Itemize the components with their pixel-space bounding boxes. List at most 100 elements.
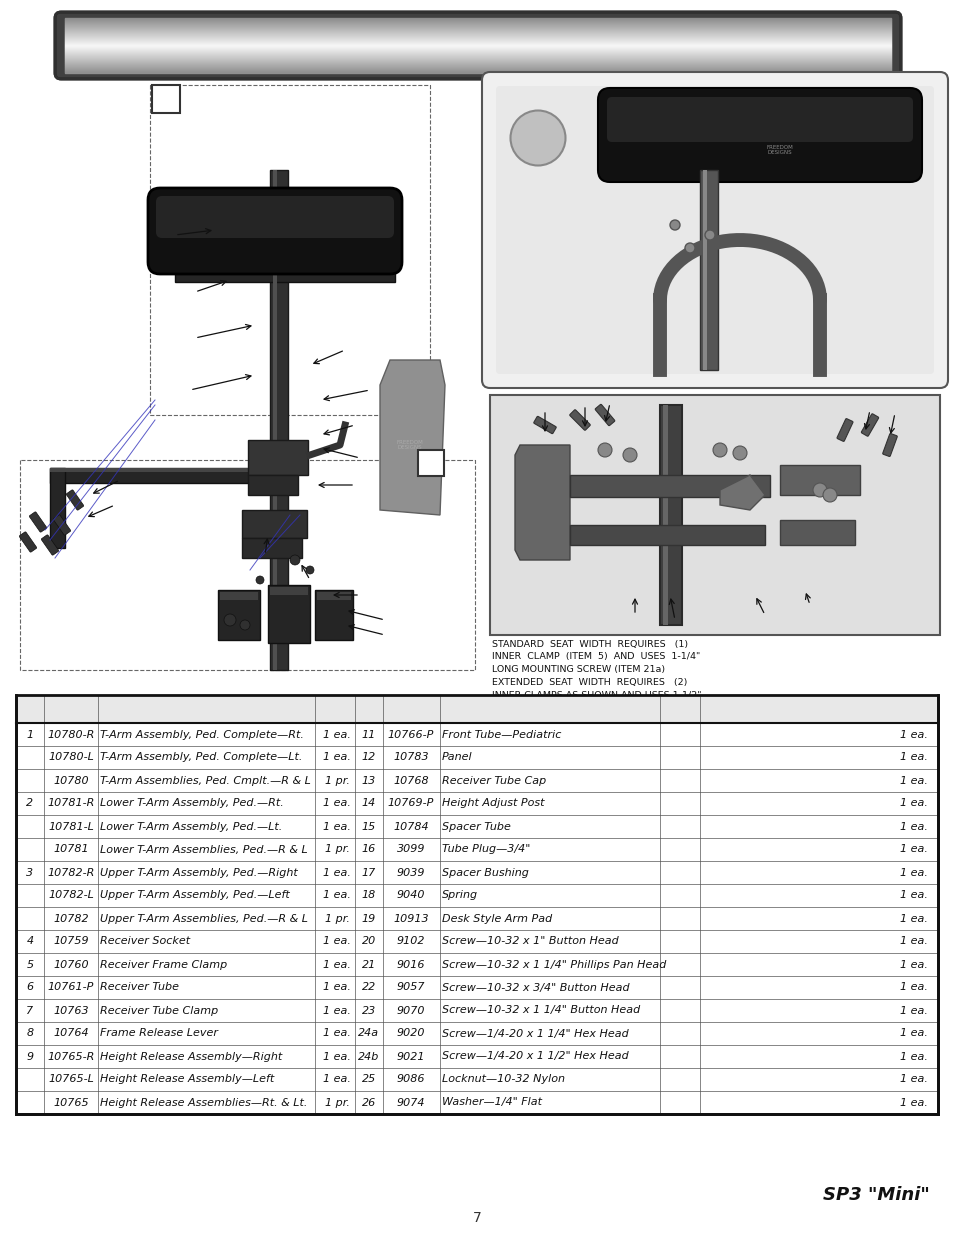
Text: 1 ea.: 1 ea. [323,1029,351,1039]
Text: 9: 9 [27,1051,33,1062]
Text: 10782-L: 10782-L [48,890,93,900]
Bar [15,80,479,676]
Text: 10780-R: 10780-R [48,730,94,740]
Bar [16,1045,937,1068]
Text: 1 ea.: 1 ea. [323,799,351,809]
Text: 1 ea.: 1 ea. [900,1098,927,1108]
Bar [16,746,937,769]
Text: 9039: 9039 [396,867,425,878]
Bar [16,769,937,792]
Text: 24a: 24a [358,1029,379,1039]
Circle shape [622,448,637,462]
Text: Upper T-Arm Assembly, Ped.—Right: Upper T-Arm Assembly, Ped.—Right [100,867,297,878]
Circle shape [732,446,746,459]
Text: 8: 8 [27,1029,33,1039]
Bar [659,405,681,625]
Text: FREEDOM
DESIGNS: FREEDOM DESIGNS [766,144,793,156]
Bar [174,268,395,282]
Text: 1 ea.: 1 ea. [900,890,927,900]
Text: 9102: 9102 [396,936,425,946]
Text: Receiver Frame Clamp: Receiver Frame Clamp [100,960,227,969]
Bar [273,170,276,671]
Bar [316,592,351,600]
Text: 15: 15 [361,821,375,831]
Bar [174,268,395,272]
Text: 3: 3 [27,867,33,878]
Text: 1 ea.: 1 ea. [900,845,927,855]
Bar [16,1023,937,1045]
Bar [16,1068,937,1091]
Text: 10783: 10783 [393,752,428,762]
Text: 1 ea.: 1 ea. [900,1029,927,1039]
Bar [50,468,274,472]
Bar [220,592,257,600]
Text: 1 ea.: 1 ea. [900,752,927,762]
FancyBboxPatch shape [861,414,878,436]
FancyBboxPatch shape [41,535,59,556]
Bar [16,930,937,953]
Text: Panel: Panel [441,752,472,762]
Text: 9074: 9074 [396,1098,425,1108]
Text: 10780-L: 10780-L [48,752,93,762]
Text: 21: 21 [361,960,375,969]
FancyBboxPatch shape [882,433,897,457]
Text: 10784: 10784 [393,821,428,831]
Text: 7: 7 [27,1005,33,1015]
Circle shape [822,488,836,501]
Text: 1 ea.: 1 ea. [323,821,351,831]
Text: 9016: 9016 [396,960,425,969]
Text: 18: 18 [361,890,375,900]
Text: 1 ea.: 1 ea. [900,1051,927,1062]
Bar [780,520,854,545]
Bar [700,170,718,370]
Circle shape [255,576,264,584]
Text: 1 ea.: 1 ea. [323,983,351,993]
Text: 1 ea.: 1 ea. [323,936,351,946]
FancyBboxPatch shape [569,410,590,430]
Bar [16,906,937,930]
Text: FREEDOM
DESIGNS: FREEDOM DESIGNS [396,440,423,451]
Bar [16,815,937,839]
Text: 1 pr.: 1 pr. [324,776,349,785]
Text: 1 ea.: 1 ea. [900,867,927,878]
Text: 10769-P: 10769-P [388,799,434,809]
Text: Height Adjust Post: Height Adjust Post [441,799,544,809]
FancyBboxPatch shape [30,511,47,532]
Text: 17: 17 [361,867,375,878]
Text: Lower T-Arm Assemblies, Ped.—R & L: Lower T-Arm Assemblies, Ped.—R & L [100,845,308,855]
Text: 10768: 10768 [393,776,428,785]
Text: 19: 19 [361,914,375,924]
Text: Upper T-Arm Assembly, Ped.—Left: Upper T-Arm Assembly, Ped.—Left [100,890,290,900]
Text: Lower T-Arm Assembly, Ped.—Lt.: Lower T-Arm Assembly, Ped.—Lt. [100,821,282,831]
Text: 1 pr.: 1 pr. [324,1098,349,1108]
Bar [16,722,937,746]
Bar [152,85,180,112]
FancyBboxPatch shape [836,419,852,441]
Polygon shape [720,475,764,510]
Text: Height Release Assemblies—Rt. & Lt.: Height Release Assemblies—Rt. & Lt. [100,1098,307,1108]
Circle shape [598,443,612,457]
Text: 1 ea.: 1 ea. [900,776,927,785]
Text: 1 ea.: 1 ea. [900,799,927,809]
Text: 7: 7 [472,1212,481,1225]
Bar [16,792,937,815]
FancyBboxPatch shape [534,416,556,433]
Text: Spring: Spring [441,890,477,900]
Circle shape [704,230,714,240]
Text: Lower T-Arm Assembly, Ped.—Rt.: Lower T-Arm Assembly, Ped.—Rt. [100,799,283,809]
Text: 1: 1 [27,730,33,740]
Text: 1 ea.: 1 ea. [900,936,927,946]
Text: 1 ea.: 1 ea. [323,752,351,762]
Text: 9020: 9020 [396,1029,425,1039]
Circle shape [240,620,250,630]
Text: 25: 25 [361,1074,375,1084]
Text: 1 ea.: 1 ea. [323,1074,351,1084]
Text: Washer—1/4" Flat: Washer—1/4" Flat [441,1098,541,1108]
Text: Receiver Tube Cap: Receiver Tube Cap [441,776,546,785]
Text: Screw—1/4-20 x 1 1/2" Hex Head: Screw—1/4-20 x 1 1/2" Hex Head [441,1051,628,1062]
Text: 10766-P: 10766-P [388,730,434,740]
Circle shape [812,483,826,496]
Text: Tube Plug—3/4": Tube Plug—3/4" [441,845,530,855]
Text: 1 ea.: 1 ea. [900,1005,927,1015]
FancyBboxPatch shape [67,490,84,510]
